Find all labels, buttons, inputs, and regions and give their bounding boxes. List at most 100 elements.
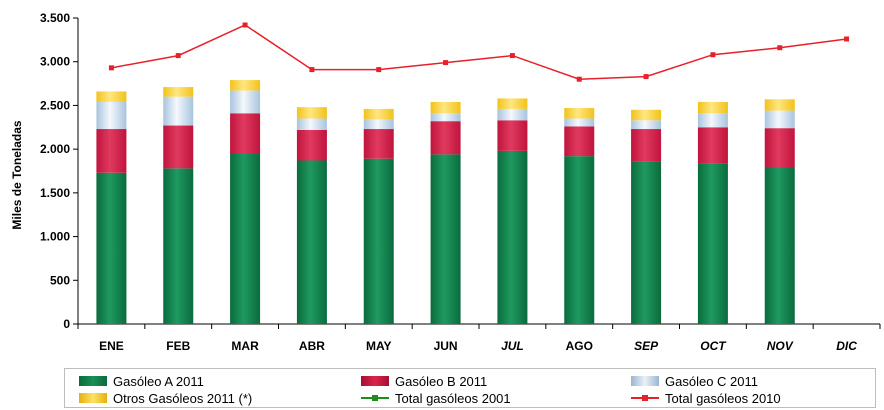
bar-feb-series-2 (163, 96, 194, 126)
legend-label-gasoleo-c: Gasóleo C 2011 (665, 373, 758, 389)
bar-abr-series-3 (296, 107, 327, 119)
y-tick-label: 2.500 (40, 98, 70, 112)
bar-oct-series-3 (697, 101, 728, 114)
bar-ago-series-2 (564, 118, 595, 127)
bar-abr-series-2 (296, 118, 327, 130)
legend-swatch-otros (79, 393, 107, 403)
bar-may-series-2 (363, 119, 394, 130)
legend-item-gasoleo-a: Gasóleo A 2011 (79, 373, 204, 389)
bar-oct-series-1 (697, 127, 728, 164)
legend: Gasóleo A 2011 Gasóleo B 2011 Gasóleo C … (64, 368, 876, 408)
legend-item-gasoleo-b: Gasóleo B 2011 (361, 373, 487, 389)
bar-oct-series-0 (697, 163, 728, 324)
bar-ene-series-2 (96, 101, 127, 130)
bar-nov-series-3 (764, 99, 795, 111)
legend-label-gasoleo-b: Gasóleo B 2011 (395, 373, 488, 389)
line-point-series-5 (710, 52, 716, 58)
bar-sep-series-2 (631, 120, 662, 130)
line-point-series-5 (576, 76, 582, 82)
legend-swatch-total-2010 (631, 393, 659, 403)
y-ticks: 0 500 1.000 1.500 2.000 2.500 3.000 3.500 (40, 11, 78, 331)
bar-ene-series-1 (96, 129, 127, 173)
lines (108, 22, 850, 82)
bar-jun-series-0 (430, 154, 461, 324)
line-point-series-5 (777, 45, 783, 51)
bar-jun-series-1 (430, 121, 461, 155)
y-tick-label: 3.500 (40, 11, 70, 25)
legend-swatch-gasoleo-b (361, 376, 389, 386)
x-category-label: ENE (99, 339, 124, 353)
x-category-label: AGO (566, 339, 593, 353)
y-tick-label: 2.000 (40, 142, 70, 156)
bar-nov-series-0 (764, 167, 795, 324)
bars (96, 80, 795, 324)
legend-label-otros: Otros Gasóleos 2011 (*) (113, 390, 253, 406)
legend-label-total-2001: Total gasóleos 2001 (395, 390, 511, 406)
line-point-series-5 (443, 60, 449, 66)
x-category-label: MAR (231, 339, 259, 353)
axes (77, 18, 881, 329)
y-tick-label: 1.000 (40, 230, 70, 244)
line-point-series-5 (108, 65, 114, 71)
y-tick-label: 0 (63, 317, 70, 331)
bar-jul-series-0 (497, 150, 528, 324)
legend-label-gasoleo-a: Gasóleo A 2011 (113, 373, 204, 389)
bar-jul-series-2 (497, 108, 528, 121)
bar-may-series-3 (363, 108, 394, 120)
bar-mar-series-3 (230, 80, 261, 91)
y-axis-label: Miles de Toneladas (10, 120, 24, 229)
bar-mar-series-2 (230, 90, 261, 114)
legend-label-total-2010: Total gasóleos 2010 (665, 390, 781, 406)
x-category-label: JUN (434, 339, 458, 353)
bar-feb-series-1 (163, 125, 194, 169)
bar-ene-series-0 (96, 172, 127, 324)
bar-nov-series-1 (764, 128, 795, 168)
x-category-label: MAY (366, 339, 392, 353)
line-series-5 (111, 24, 847, 80)
line-point-series-5 (242, 22, 248, 28)
bar-oct-series-2 (697, 113, 728, 128)
x-category-label: JUL (501, 339, 524, 353)
bar-may-series-0 (363, 158, 394, 324)
line-point-series-5 (376, 67, 382, 73)
x-category-label: SEP (634, 339, 659, 353)
line-point-series-5 (643, 74, 649, 80)
chart: Miles de Toneladas 0 500 1.000 1.500 2.000 2.… (10, 11, 881, 353)
y-tick-label: 1.500 (40, 186, 70, 200)
bar-may-series-1 (363, 129, 394, 159)
x-category-label: FEB (166, 339, 190, 353)
bar-sep-series-3 (631, 109, 662, 121)
y-tick-label: 3.000 (40, 55, 70, 69)
bar-mar-series-1 (230, 113, 261, 154)
bar-jul-series-3 (497, 98, 528, 109)
bar-abr-series-1 (296, 129, 327, 161)
bar-ago-series-3 (564, 108, 595, 119)
legend-swatch-total-2001 (361, 393, 389, 403)
bar-ago-series-1 (564, 126, 595, 157)
legend-item-total-2010: Total gasóleos 2010 (631, 390, 781, 406)
legend-swatch-gasoleo-a (79, 376, 107, 386)
line-point-series-5 (175, 53, 181, 59)
bar-jun-series-2 (430, 113, 461, 122)
x-category-label: ABR (299, 339, 325, 353)
bar-sep-series-0 (631, 161, 662, 324)
bar-nov-series-2 (764, 110, 795, 129)
line-point-series-5 (844, 36, 850, 42)
x-categories: ENE FEB MAR ABR MAY JUN JUL AGO SEP OCT NOV DIC (99, 339, 857, 353)
bar-jun-series-3 (430, 101, 461, 114)
legend-item-otros: Otros Gasóleos 2011 (*) (79, 390, 252, 406)
legend-item-gasoleo-c: Gasóleo C 2011 (631, 373, 758, 389)
bar-feb-series-3 (163, 87, 194, 97)
x-category-label: OCT (700, 339, 727, 353)
bar-ago-series-0 (564, 156, 595, 324)
x-category-label: DIC (836, 339, 857, 353)
bar-mar-series-0 (230, 153, 261, 324)
legend-item-total-2001: Total gasóleos 2001 (361, 390, 511, 406)
bar-ene-series-3 (96, 91, 127, 102)
line-point-series-5 (309, 67, 315, 73)
line-point-series-5 (509, 53, 515, 59)
bar-abr-series-0 (296, 160, 327, 324)
y-axis-title: Miles de Toneladas (10, 120, 24, 229)
bar-jul-series-1 (497, 120, 528, 151)
y-tick-label: 500 (50, 273, 70, 287)
